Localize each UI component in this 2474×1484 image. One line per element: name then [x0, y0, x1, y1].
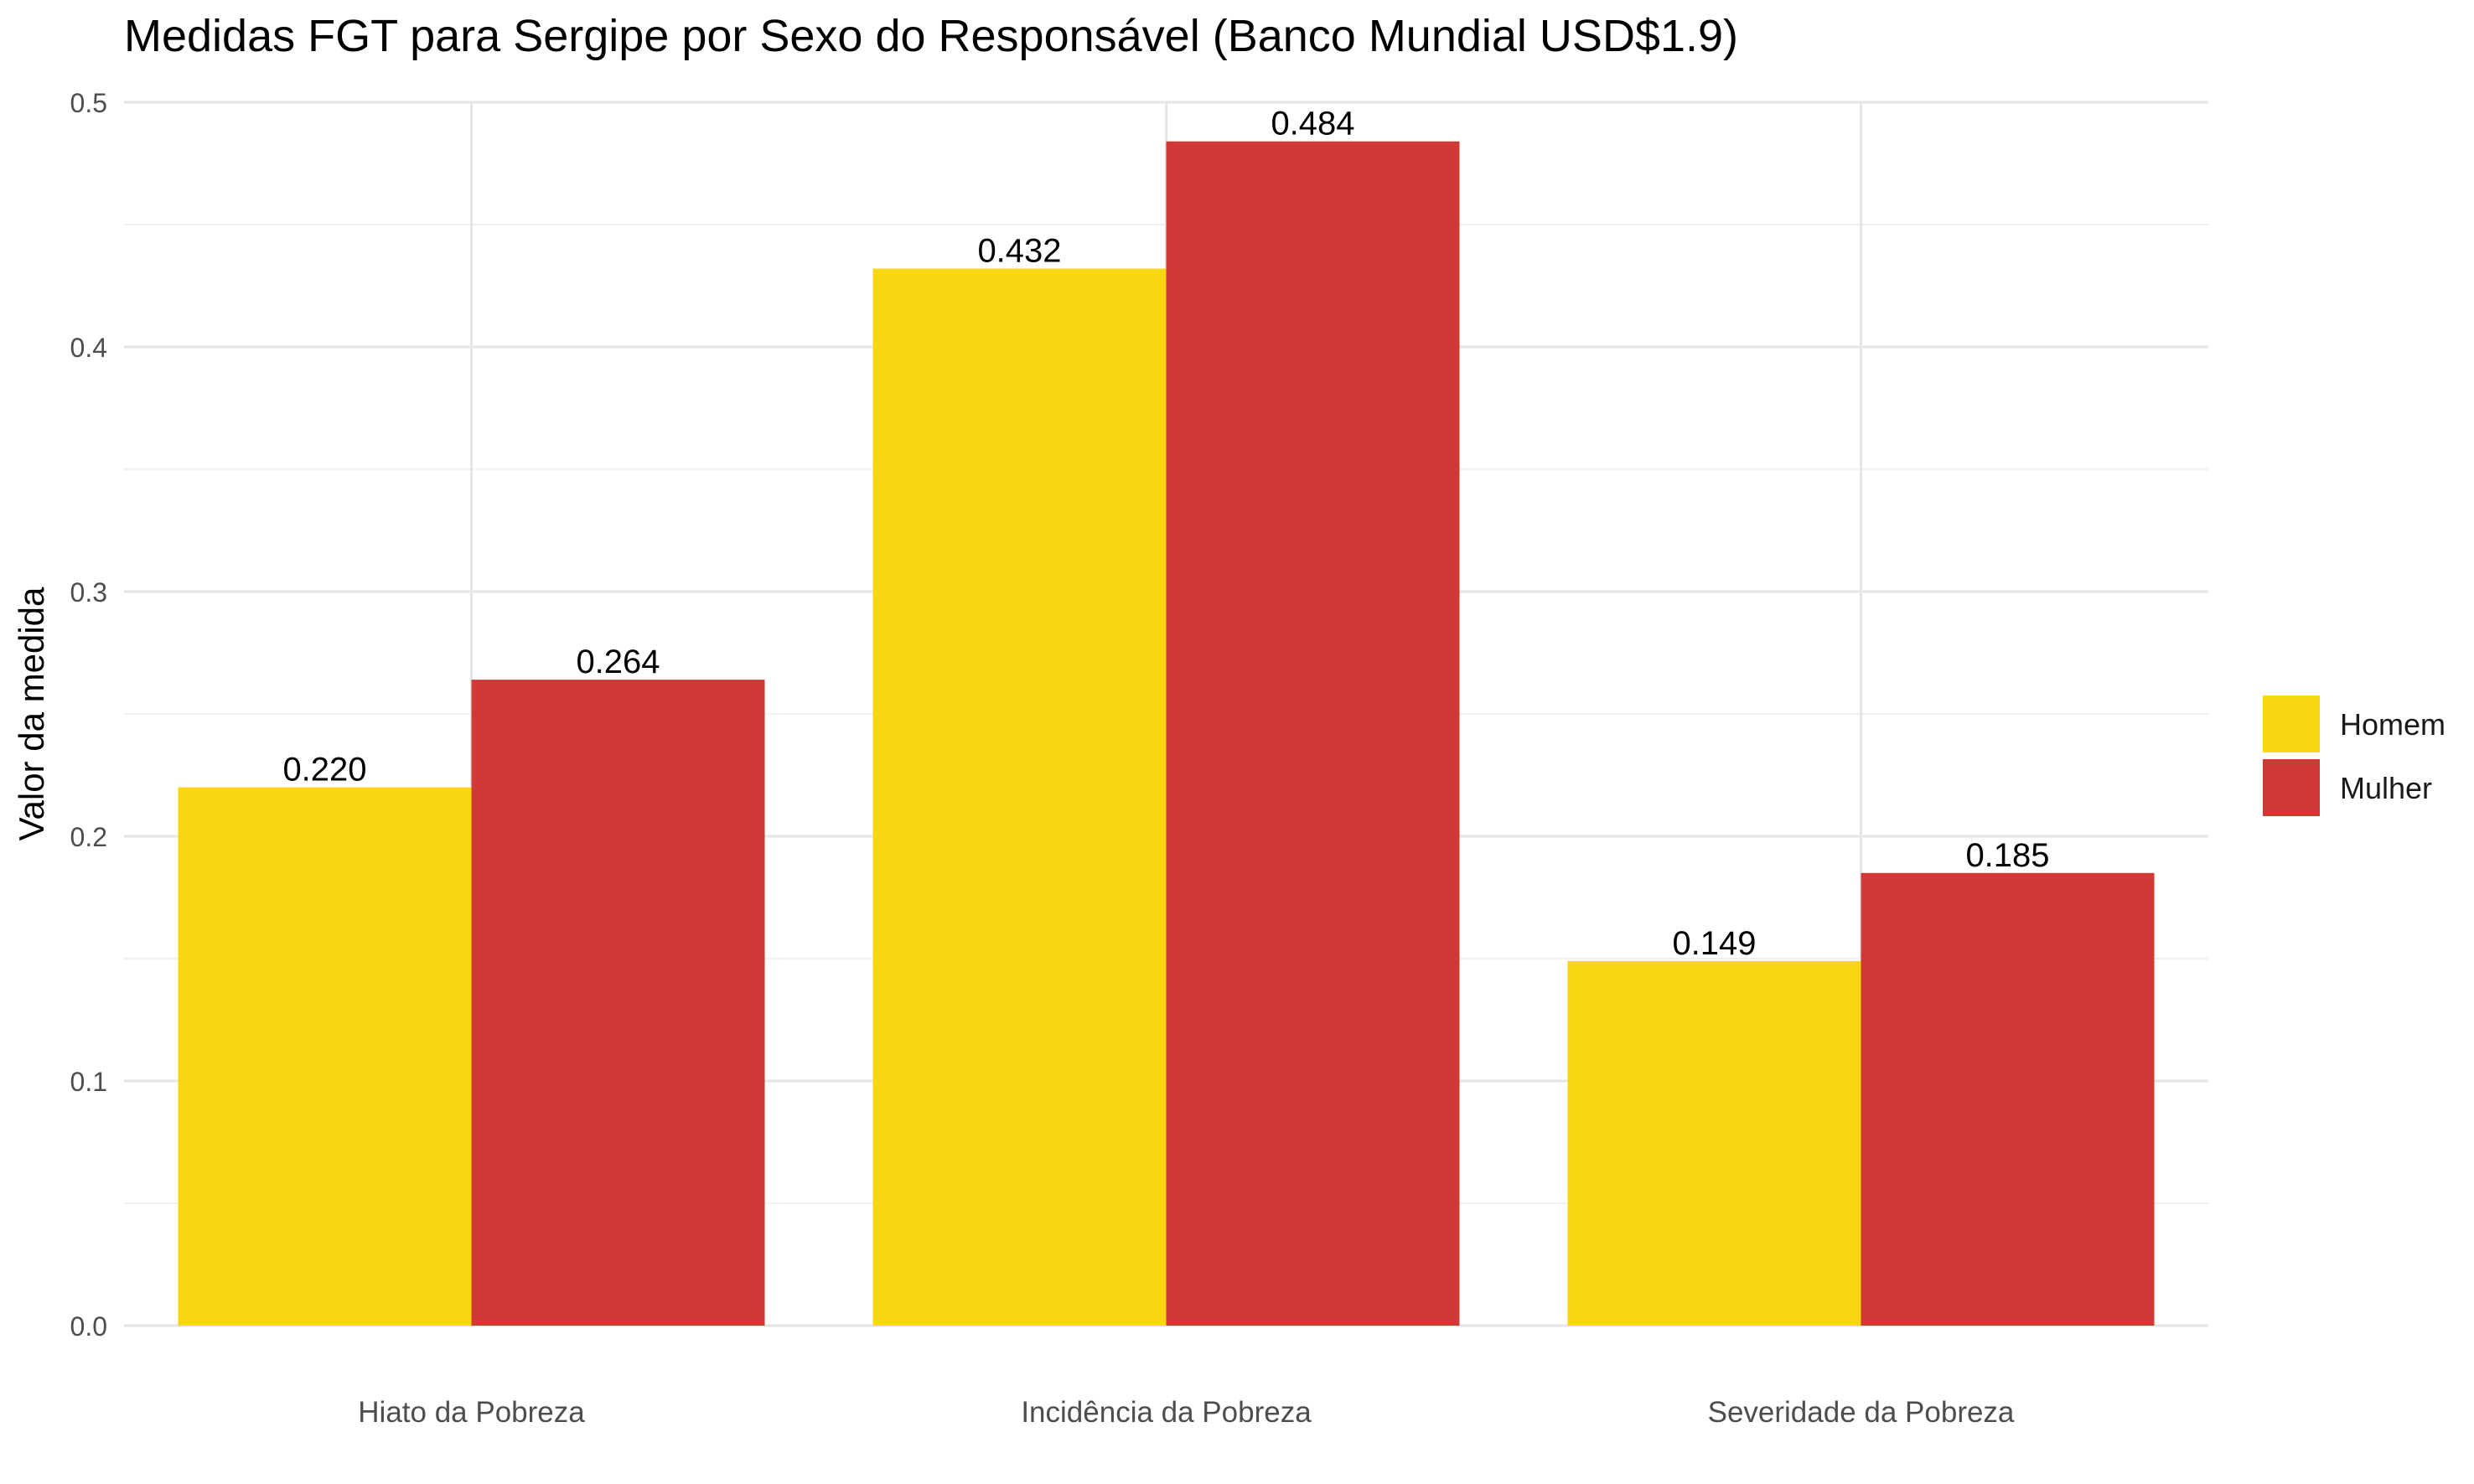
data-label: 0.220	[282, 752, 366, 789]
bar-homem	[178, 787, 472, 1326]
y-tick-label: 0.5	[70, 88, 107, 118]
x-tick-label: Severidade da Pobreza	[1708, 1396, 2015, 1429]
bar-mulher	[471, 680, 765, 1326]
legend-swatch-homem	[2263, 695, 2320, 752]
data-label: 0.185	[1965, 837, 2049, 874]
legend-swatch-mulher	[2263, 759, 2320, 816]
bars	[178, 141, 2155, 1326]
data-label: 0.149	[1672, 925, 1756, 962]
y-tick-label: 0.2	[70, 822, 107, 852]
data-labels: 0.220 0.264 0.432 0.484 0.149 0.185	[282, 106, 2049, 962]
data-label: 0.264	[576, 644, 660, 680]
legend-label-homem: Homem	[2340, 707, 2446, 742]
x-tick-label: Hiato da Pobreza	[358, 1396, 585, 1429]
bar-homem	[1567, 960, 1861, 1326]
y-axis-title: Valor da medida	[12, 587, 51, 840]
data-label: 0.432	[977, 233, 1061, 270]
y-tick-label: 0.1	[70, 1067, 107, 1097]
data-label: 0.484	[1271, 106, 1354, 142]
y-tick-label: 0.3	[70, 577, 107, 608]
axes: 0.0 0.1 0.2 0.3 0.4 0.5 Hiato da Pobreza Incidê…	[12, 88, 2015, 1429]
bar-homem	[872, 268, 1167, 1326]
legend-label-mulher: Mulher	[2340, 771, 2433, 805]
y-tick-label: 0.0	[70, 1311, 107, 1342]
bar-mulher	[1861, 872, 2155, 1326]
bar-mulher	[1166, 141, 1460, 1326]
y-tick-label: 0.4	[70, 333, 107, 363]
x-tick-label: Incidência da Pobreza	[1021, 1396, 1312, 1429]
chart-title: Medidas FGT para Sergipe por Sexo do Res…	[124, 11, 1739, 61]
